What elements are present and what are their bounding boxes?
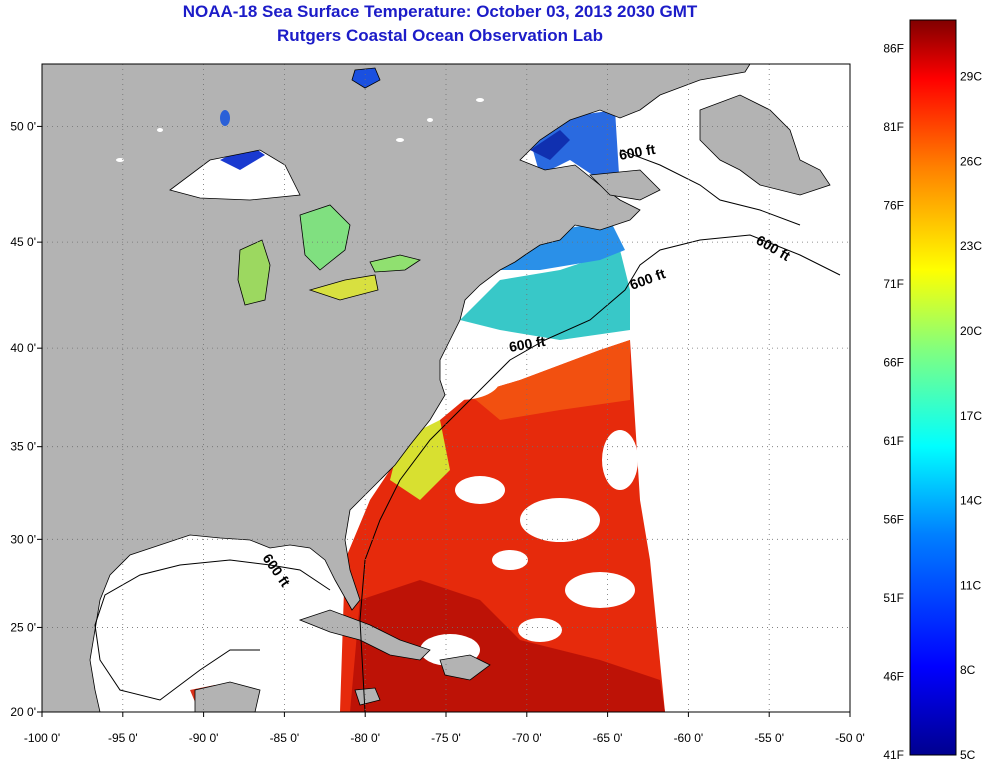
colorbar-celsius-label: 14C	[960, 494, 982, 508]
latitude-tick-label: 25 0'	[10, 620, 36, 634]
lake-of-the-woods	[220, 110, 230, 126]
small-lake	[157, 128, 163, 132]
latitude-tick-label: 20 0'	[10, 705, 36, 719]
colorbar-fahrenheit-label: 71F	[883, 277, 904, 291]
longitude-tick-label: -80 0'	[350, 731, 380, 745]
latitude-tick-label: 40 0'	[10, 341, 36, 355]
contour-label: 600 ft	[618, 141, 657, 163]
yucatan	[194, 681, 261, 712]
longitude-tick-label: -50 0'	[835, 731, 865, 745]
colorbar-fahrenheit-label: 61F	[883, 434, 904, 448]
latitude-tick-label: 45 0'	[10, 235, 36, 249]
longitude-tick-label: -85 0'	[270, 731, 300, 745]
graticule	[42, 64, 850, 712]
colorbar-celsius-label: 5C	[960, 748, 976, 762]
small-lake	[427, 118, 433, 122]
north-america-landmass	[42, 64, 751, 712]
colorbar-fahrenheit-label: 56F	[883, 512, 904, 526]
latitude-axis-labels: 50 0' 45 0' 40 0' 35 0' 30 0' 25 0' 20 0'	[10, 119, 42, 719]
small-lake	[476, 98, 484, 102]
lake-huron	[300, 205, 350, 270]
colorbar-fahrenheit-label: 46F	[883, 669, 904, 683]
map-content: 600 ft 600 ft 600 ft 600 ft 600 ft	[42, 64, 850, 712]
isobath-grand-banks	[619, 149, 801, 226]
isobath-600ft	[94, 149, 841, 712]
cloud-gap	[565, 572, 635, 608]
sst-hot-region	[350, 580, 665, 712]
sst-scotian-region	[500, 220, 625, 270]
hispaniola	[439, 654, 491, 681]
lake-superior	[170, 150, 300, 200]
colorbar	[909, 19, 957, 756]
colorbar-fahrenheit-label: 66F	[883, 355, 904, 369]
sst-gulf-of-maine-region	[460, 250, 630, 340]
lake-erie	[310, 275, 378, 300]
longitude-tick-label: -90 0'	[189, 731, 219, 745]
colorbar-celsius-label: 23C	[960, 239, 982, 253]
cloud-gap	[602, 430, 638, 490]
colorbar-celsius-label: 20C	[960, 324, 982, 338]
cloud-gap	[520, 498, 600, 542]
small-lake	[396, 138, 404, 142]
title-block: NOAA-18 Sea Surface Temperature: October…	[40, 0, 840, 48]
isobath-atlantic	[359, 234, 841, 712]
longitude-tick-label: -60 0'	[674, 731, 704, 745]
jamaica	[354, 687, 381, 706]
longitude-axis-labels: -100 0' -95 0' -90 0' -85 0' -80 0' -75 0' -70…	[24, 712, 865, 745]
small-lake	[116, 158, 124, 162]
cloud-gap	[455, 476, 505, 504]
colorbar-celsius-labels: 29C 26C 23C 20C 17C 14C 11C 8C 5C	[960, 70, 982, 762]
contour-label: 600 ft	[508, 333, 547, 355]
colorbar-fahrenheit-label: 81F	[883, 120, 904, 134]
latitude-tick-label: 50 0'	[10, 119, 36, 133]
map-title: NOAA-18 Sea Surface Temperature: October…	[182, 2, 698, 21]
longitude-tick-label: -70 0'	[512, 731, 542, 745]
colorbar-celsius-label: 29C	[960, 70, 982, 84]
sst-transition-region	[470, 340, 630, 420]
colorbar-celsius-label: 8C	[960, 663, 976, 677]
colorbar-fahrenheit-label: 51F	[883, 591, 904, 605]
latitude-tick-label: 30 0'	[10, 532, 36, 546]
cloud-gap	[518, 618, 562, 642]
longitude-tick-label: -75 0'	[431, 731, 461, 745]
colorbar-fahrenheit-label: 76F	[883, 198, 904, 212]
colorbar-fahrenheit-label: 41F	[883, 748, 904, 762]
newfoundland	[699, 94, 831, 196]
cloud-gap	[492, 550, 528, 570]
colorbar-celsius-label: 26C	[960, 154, 982, 168]
great-lakes	[170, 68, 420, 305]
lake-michigan	[238, 240, 270, 305]
sst-st-lawrence-cold	[530, 130, 570, 160]
colorbar-fahrenheit-labels: 86F 81F 76F 71F 66F 61F 56F 51F 46F 41F	[883, 41, 904, 762]
colorbar-fahrenheit-label: 86F	[883, 41, 904, 55]
inland-lakes	[116, 98, 484, 162]
isobath-gulf	[94, 559, 331, 701]
longitude-tick-label: -55 0'	[754, 731, 784, 745]
longitude-tick-label: -65 0'	[593, 731, 623, 745]
longitude-tick-label: -100 0'	[24, 731, 60, 745]
lake-nipigon	[352, 68, 380, 88]
latitude-tick-label: 35 0'	[10, 440, 36, 454]
prince-edward-island-area	[589, 169, 661, 201]
longitude-tick-label: -95 0'	[108, 731, 138, 745]
colorbar-celsius-label: 17C	[960, 409, 982, 423]
map-subtitle: Rutgers Coastal Ocean Observation Lab	[277, 26, 603, 45]
colorbar-celsius-label: 11C	[960, 578, 981, 592]
